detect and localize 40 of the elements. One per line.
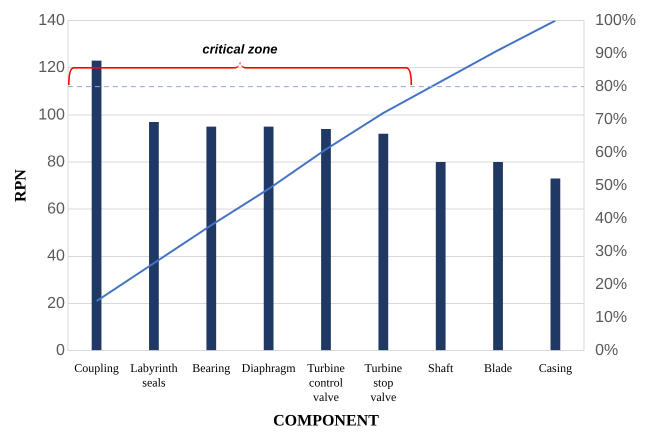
y2-tick-label: 50% [595,177,628,194]
y2-tick-label: 20% [595,276,628,294]
bar [436,162,446,350]
bar [321,129,331,350]
y-tick-label: 60 [47,200,65,218]
bar [550,178,560,350]
y-tick-label: 120 [38,59,65,76]
bar [149,122,159,350]
y-tick-label: 0 [56,342,65,360]
bar [378,134,388,350]
y2-tick-label: 40% [595,210,628,228]
y2-tick-label: 80% [595,78,628,96]
x-tick-label: Bearing [192,360,230,375]
bar [264,126,274,350]
x-tick-label: Blade [484,360,512,375]
y-tick-label: 140 [38,12,65,30]
y2-tick-label: 60% [595,144,628,162]
x-tick-label: Casing [538,360,572,375]
y2-tick-label: 30% [595,243,628,260]
y2-tick-label: 10% [595,309,628,326]
bar [206,126,216,350]
x-tick-label: Labyrinth seals [130,360,178,390]
x-tick-label: Shaft [428,360,454,375]
y-tick-label: 20 [47,294,65,312]
x-tick-label: Turbine stop valve [364,360,402,404]
y-tick-label: 40 [47,248,65,265]
y-axis-title: RPN [12,168,30,202]
x-tick-label: Turbine control valve [307,360,345,404]
x-axis-title: COMPONENT [273,412,380,430]
x-tick-label: Diaphragm [242,360,296,375]
y2-tick-label: 90% [595,45,628,62]
y2-tick-label: 0% [595,342,618,360]
bar [493,162,503,350]
y2-tick-label: 100% [595,12,636,30]
y-tick-label: 100 [38,106,65,124]
x-tick-label: Coupling [74,360,119,375]
y2-tick-label: 70% [595,111,628,128]
y-tick-label: 80 [47,153,65,170]
bar [92,60,102,350]
annotation: critical zone [202,42,278,57]
